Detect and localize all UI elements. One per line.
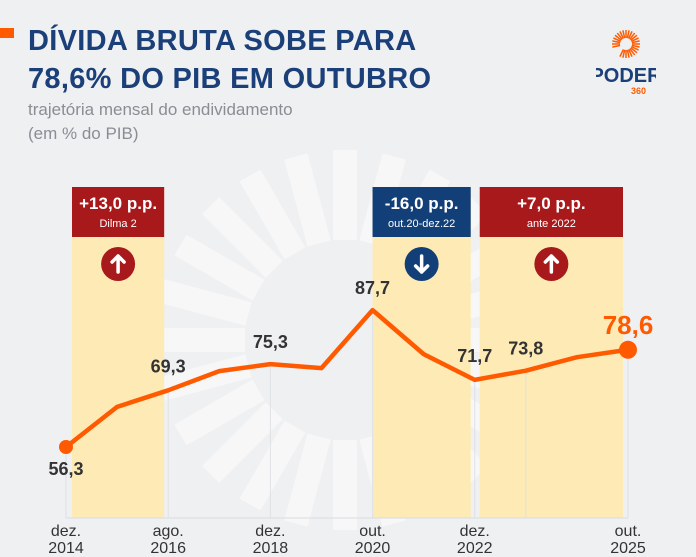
band-note: Dilma 2 <box>99 218 136 230</box>
start-point <box>59 440 73 454</box>
page-title: DÍVIDA BRUTA SOBE PARA 78,6% DO PIB EM OU… <box>28 25 432 95</box>
svg-text:360: 360 <box>631 86 646 96</box>
band-header <box>372 187 471 237</box>
data-label: 56,3 <box>48 459 83 479</box>
series-line <box>64 307 629 449</box>
band-note: ante 2022 <box>527 218 576 230</box>
x-tick-label: dez. 2022 <box>457 523 493 557</box>
data-label: 69,3 <box>151 356 186 376</box>
x-tick-label: ago. 2016 <box>150 523 186 557</box>
accent-bar <box>0 28 14 38</box>
arrow-down-icon <box>404 247 439 281</box>
data-label: 75,3 <box>253 332 288 352</box>
svg-text:PODER: PODER <box>596 65 656 87</box>
sun-icon <box>612 30 640 58</box>
x-tick-label: out. 2020 <box>355 523 391 557</box>
highlight-band: +13,0 p.p. Dilma 2 <box>72 187 165 518</box>
band-header <box>479 187 623 237</box>
data-label: 78,6 <box>603 310 654 340</box>
x-tick-label: out. 2025 <box>610 523 646 557</box>
arrow-up-icon <box>101 247 136 281</box>
band-value: +7,0 p.p. <box>517 194 586 213</box>
band-value: +13,0 p.p. <box>79 194 157 213</box>
poder360-logo: PODER 360 <box>596 30 656 96</box>
x-tick-label: dez. 2014 <box>48 523 84 557</box>
subtitle: trajetória mensal do endividamento (em % … <box>28 100 293 143</box>
end-point <box>619 340 637 359</box>
data-label: 71,7 <box>457 346 492 366</box>
data-label: 73,8 <box>508 339 543 359</box>
data-label: 87,7 <box>355 278 390 298</box>
arrow-up-icon <box>534 247 569 281</box>
x-tick-label: dez. 2018 <box>253 523 289 557</box>
band-header <box>72 187 165 237</box>
band-note: out.20-dez.22 <box>388 218 455 230</box>
band-value: -16,0 p.p. <box>385 194 459 213</box>
